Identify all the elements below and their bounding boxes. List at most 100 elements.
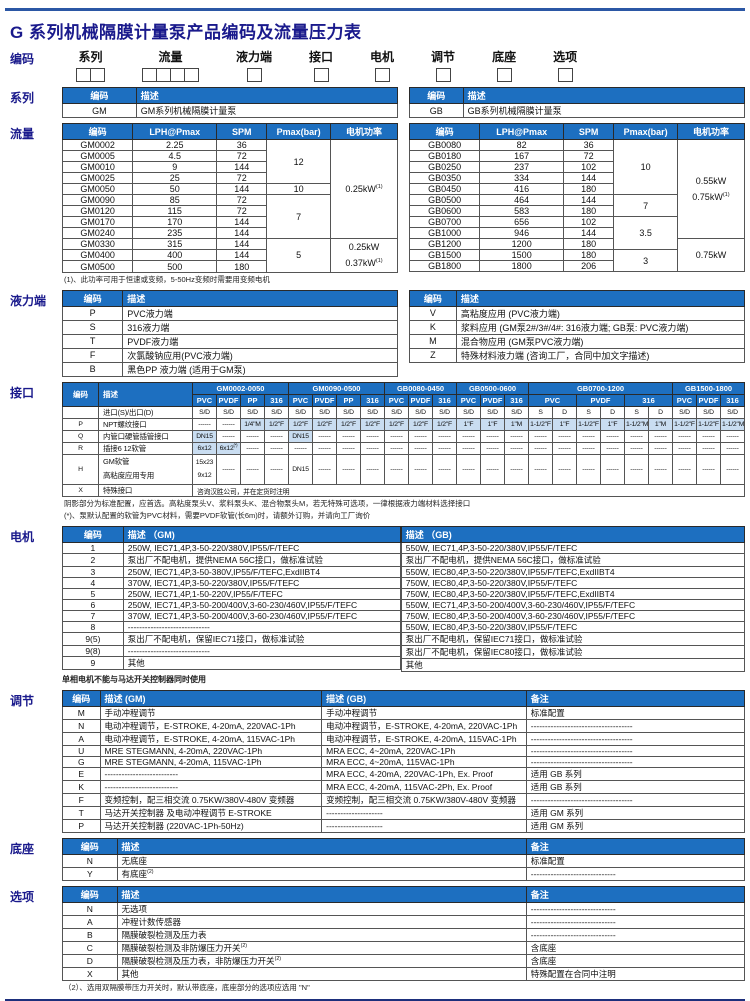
cell: 144: [216, 216, 268, 228]
base-section-label: 底座: [10, 842, 35, 857]
cell: S/D: [240, 405, 265, 419]
cell: 标准配置: [525, 706, 746, 721]
cell: 1/2"F: [312, 417, 337, 431]
adjust-section-label: 调节: [10, 694, 35, 709]
table-row: GM0005 4.5 72: [61, 150, 398, 162]
cell: Q: [62, 429, 99, 443]
cell: S/D: [504, 405, 529, 419]
cell: S/D: [264, 405, 289, 419]
code-box: [76, 68, 91, 82]
cell: ------: [240, 429, 265, 443]
cell: 适用 GM 系列: [525, 806, 746, 821]
cell: PVC液力端: [122, 305, 399, 321]
cell: 1/2"F: [408, 417, 433, 431]
cell: 315: [132, 237, 218, 251]
cell: GM0330: [61, 237, 134, 251]
cell: 隔膜破裂检测及压力表，非防爆压力开关(2): [116, 954, 527, 969]
cell: --------------------------: [99, 767, 323, 782]
header-cell: PVC: [192, 393, 217, 407]
cell: 1"F: [480, 417, 505, 431]
cell: GM0005: [61, 150, 134, 162]
table-row: A 冲程计数传感器 ------------------------------: [62, 915, 746, 930]
cell: 235: [132, 227, 218, 239]
cell: P: [62, 819, 101, 834]
flow-footnote: (1)、此功率可用于恒速或变频，5-50Hz变频时需要用变频电机: [64, 274, 270, 284]
cell: ------: [336, 429, 361, 443]
coding-field-1: 流量: [142, 48, 199, 82]
cell: 无选项: [116, 902, 527, 917]
cell: ------: [264, 441, 289, 455]
cell: 7: [62, 610, 124, 623]
cell: 180: [563, 249, 615, 261]
table-row: 550W, IEC71,4P,3-50-220/380V,IP55/F/TEFC: [400, 542, 745, 555]
cell: 次氯酸钠应用(PVC液力端): [122, 347, 399, 363]
header-row: 编码 描述 备注: [62, 886, 746, 904]
cell: --------------------: [321, 806, 527, 821]
cell: 167: [479, 150, 565, 162]
cell: A: [62, 915, 118, 930]
cell: 浆料应用 (GM泵2#/3#/4#: 316液力端; GB泵: PVC液力端): [455, 319, 746, 335]
cell: ------------------------------------: [525, 756, 746, 769]
table-row: GB GB系列机械隔膜计量泵: [408, 103, 746, 118]
cell: ------: [720, 453, 745, 486]
cell: B: [62, 928, 118, 943]
cell: ------: [504, 441, 529, 455]
cell: U: [62, 745, 101, 758]
table-row: U MRE STEGMANN, 4-20mA, 220VAC-1Ph MRA ECC…: [62, 745, 746, 758]
cell: 7: [266, 194, 331, 239]
options-table: 编码 描述 备注 N 无选项 ------------------------------…: [62, 886, 746, 982]
cell: MRE STEGMANN, 4-20mA, 220VAC-1Ph: [99, 745, 323, 758]
cell: 标准配置: [525, 854, 746, 869]
header-cell: 编码: [408, 123, 481, 140]
cell: GM0240: [61, 227, 134, 239]
coding-fields: 系列 流量 液力端 接口 电机 调节 底座 选项: [62, 48, 745, 82]
table-row: GB0080 82 36 10 0.55kW 0.75kW(1): [408, 139, 746, 239]
cell: ------: [336, 441, 361, 455]
series-gb-table: 编码 描述 GB GB系列机械隔膜计量泵: [408, 87, 746, 118]
cell: 5: [266, 238, 331, 273]
header-cell: 电机功率: [329, 123, 399, 140]
top-rule: [5, 8, 745, 11]
header-row: 编码 描述 （GM): [62, 526, 401, 544]
table-row: B 黑色PP 液力端 (适用于GM泵): [61, 361, 399, 377]
cell: ------: [600, 441, 625, 455]
table-row: GM0170 170 144: [61, 216, 398, 228]
cell: H: [62, 453, 99, 486]
header-cell: 电机功率: [676, 123, 746, 140]
cell: S/D: [672, 405, 697, 419]
cell: 370W, IEC71,4P,3-50-200/400V,3-60-230/46…: [122, 610, 401, 623]
cell: ------: [552, 453, 577, 486]
cell: ------: [576, 441, 601, 455]
cell: Y: [62, 867, 118, 882]
motor-footnote: 单相电机不能与马达开关控制器同时使用: [62, 675, 206, 685]
cell: ------: [696, 453, 721, 486]
coding-field-5: 调节: [431, 48, 455, 82]
cell: DN15: [192, 429, 217, 443]
cell: 583: [479, 205, 565, 217]
cell: 1-1/2"F: [576, 417, 601, 431]
coding-field-label: 液力端: [236, 50, 273, 64]
cell: 泵出厂不配电机，保留IEC80接口，做标准试验: [400, 645, 745, 660]
cell: 电动冲程调节，E-STROKE, 4-20mA, 220VAC-1Ph: [99, 719, 323, 734]
table-row: X 其他 特殊配置在合同中注明: [62, 967, 746, 982]
cell: GB1800: [408, 260, 481, 272]
cell: M: [62, 706, 101, 721]
header-cell: 描述 (GB): [321, 690, 527, 708]
interface-section-label: 接口: [10, 385, 35, 400]
table-row: GB0350 334 144: [408, 172, 744, 184]
cell: 144: [216, 237, 268, 251]
header-row: 编码 描述 GM0002-0050 GM0090-0500 GB0080-0450 GB0…: [62, 381, 745, 407]
cell: G: [62, 756, 101, 769]
table-row: GB0450 416 180: [408, 183, 744, 195]
cell: D: [600, 405, 625, 419]
cell: ------: [552, 441, 577, 455]
cell: 1/2"F: [384, 417, 409, 431]
header-cell: 316: [360, 393, 385, 407]
table-row: GB1500 1500 180 3: [408, 249, 744, 272]
table-row: F 次氯酸钠应用(PVC液力端): [61, 347, 399, 363]
cell: 手动冲程调节: [99, 706, 323, 721]
cell: GB0080: [408, 139, 481, 151]
cell: 464: [479, 194, 565, 206]
cell: S/D: [432, 405, 457, 419]
cell: 400: [132, 249, 218, 262]
